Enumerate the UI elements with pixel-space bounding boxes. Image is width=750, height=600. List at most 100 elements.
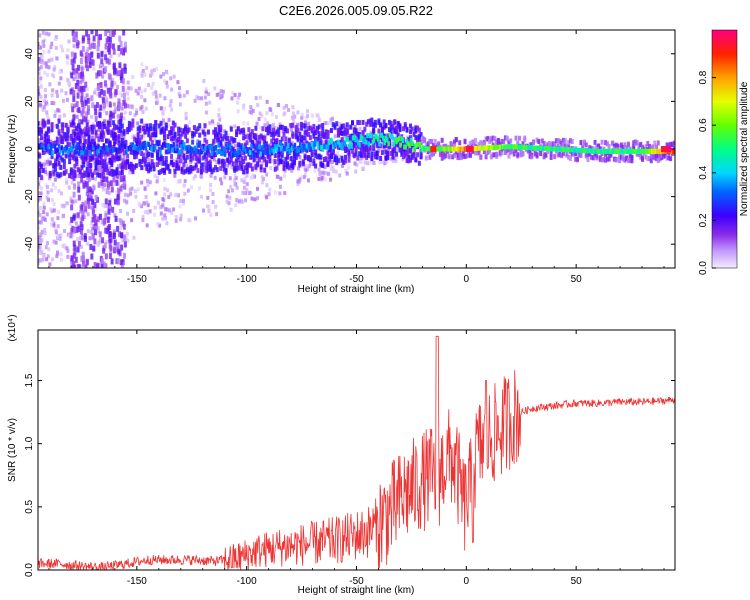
spectrogram-cell <box>79 221 83 228</box>
spectrogram-cell <box>326 162 330 168</box>
spectrogram-cell <box>265 99 269 104</box>
spectrogram-cell <box>329 121 333 126</box>
spectrogram-cell <box>170 87 174 92</box>
spectrogram-cell <box>38 97 40 102</box>
spectrogram-cell <box>321 162 325 168</box>
spectrogram-ridge-cell <box>229 144 232 150</box>
spectrogram-ridge-cell <box>330 138 334 144</box>
spectrogram-ridge-cell <box>591 148 595 154</box>
spectrogram-ridge-cell <box>162 142 165 148</box>
spectrogram-ridge-cell <box>425 146 428 152</box>
spectrogram-ridge-cell <box>322 144 326 150</box>
spectrogram-cell <box>102 106 106 111</box>
spectrogram-cell <box>90 139 94 145</box>
spectrogram-cell <box>125 235 129 240</box>
spectrogram-cell <box>183 191 187 196</box>
spectrogram-cell <box>428 138 432 144</box>
spectrogram-cell <box>84 99 88 106</box>
spectrogram-cell <box>649 145 653 151</box>
spectrogram-cell <box>80 244 84 249</box>
spectrogram-ridge-cell <box>458 146 461 152</box>
spectrogram-cell <box>91 209 95 216</box>
spectrogram-cell <box>423 137 427 143</box>
spectrogram-cell <box>296 135 300 141</box>
spectrogram-cell <box>48 262 52 267</box>
spectrogram-cell <box>86 54 90 61</box>
spectrogram-ridge-cell <box>325 144 328 150</box>
spectrogram-cell <box>112 120 116 126</box>
spectrogram-cell <box>317 167 321 172</box>
spectrogram-ridge-cell <box>537 145 541 151</box>
spectrogram-cell <box>111 112 115 119</box>
spectrogram-cell <box>221 146 225 152</box>
spectrogram-cell <box>516 152 520 158</box>
spectrogram-cell <box>48 82 52 87</box>
spectrogram-cell <box>293 149 297 155</box>
spectrogram-cell <box>263 139 267 145</box>
spectrogram-cell <box>165 221 169 226</box>
spectrogram-cell <box>219 177 223 182</box>
spectrogram-cell <box>85 159 89 166</box>
spectrogram-cell <box>324 133 328 139</box>
spectrogram-cell <box>382 119 386 125</box>
spectrogram-cell <box>551 141 555 147</box>
spectrogram-cell <box>583 140 587 146</box>
spectrogram-ridge-cell <box>245 148 248 154</box>
spectrogram-cell <box>47 157 51 162</box>
spectrogram-cell <box>136 126 140 132</box>
spectrogram-cell <box>77 174 81 179</box>
spectrogram-cell <box>83 131 87 137</box>
spectrogram-cell <box>199 174 203 179</box>
spectrogram-cell <box>91 102 95 109</box>
spectrogram-cell <box>581 144 585 150</box>
spectrogram-cell <box>119 225 123 230</box>
spectrogram-cell <box>282 173 286 178</box>
spectrogram-cell <box>454 149 458 155</box>
spectrogram-cell <box>231 91 235 96</box>
spectrogram-cell <box>667 155 671 161</box>
spectrogram-ridge-cell <box>442 146 446 152</box>
spectrogram-cell <box>255 121 259 126</box>
spectrogram-cell <box>640 144 644 150</box>
spectrogram-cell <box>77 240 81 247</box>
spectrogram-cell <box>442 154 446 160</box>
spectrogram-cell <box>62 134 66 140</box>
spectrogram-cell <box>123 192 127 197</box>
spectrogram-cell <box>347 149 351 155</box>
x-tick-label: -150 <box>127 576 147 587</box>
spectrogram-cell <box>104 30 108 37</box>
spectrogram-cell <box>76 212 80 219</box>
spectrogram-cell <box>159 120 163 126</box>
spectrogram-ridge-cell <box>380 132 384 138</box>
spectrogram-cell <box>644 154 648 160</box>
x-tick-label: -150 <box>127 274 147 285</box>
spectrogram-cell <box>588 145 592 151</box>
spectrogram-cell <box>488 139 492 145</box>
spectrogram-cell <box>300 125 304 131</box>
spectrogram-cell <box>229 207 233 212</box>
spectrogram-cell <box>80 110 84 117</box>
spectrogram-cell <box>88 186 92 193</box>
spectrogram-cell <box>51 197 55 202</box>
spectrogram-cell <box>45 185 49 190</box>
spectrogram-cell <box>238 139 242 144</box>
spectrogram-ridge-cell <box>247 148 251 154</box>
spectrogram-cell <box>245 173 249 178</box>
spectrogram-cell <box>331 116 335 121</box>
spectrogram-cell <box>500 139 504 145</box>
spectrogram-cell <box>185 90 189 95</box>
spectrogram-cell <box>335 155 339 161</box>
spectrogram-ridge-cell <box>268 149 272 155</box>
spectrogram-cell <box>242 191 246 196</box>
spectrogram-cell <box>38 153 42 159</box>
spectrogram-ridge-cell <box>632 148 635 154</box>
spectrogram-ridge-cell <box>167 147 170 153</box>
spectrogram-cell <box>62 164 66 170</box>
spectrogram-cell <box>233 182 237 187</box>
spectrogram-cell <box>268 154 272 160</box>
spectrogram-ridge-cell <box>372 137 376 143</box>
spectrogram-cell <box>250 196 254 201</box>
spectrogram-cell <box>331 122 335 128</box>
spectrogram-ridge-cell <box>152 146 156 152</box>
spectrogram-ridge-cell <box>371 139 374 145</box>
